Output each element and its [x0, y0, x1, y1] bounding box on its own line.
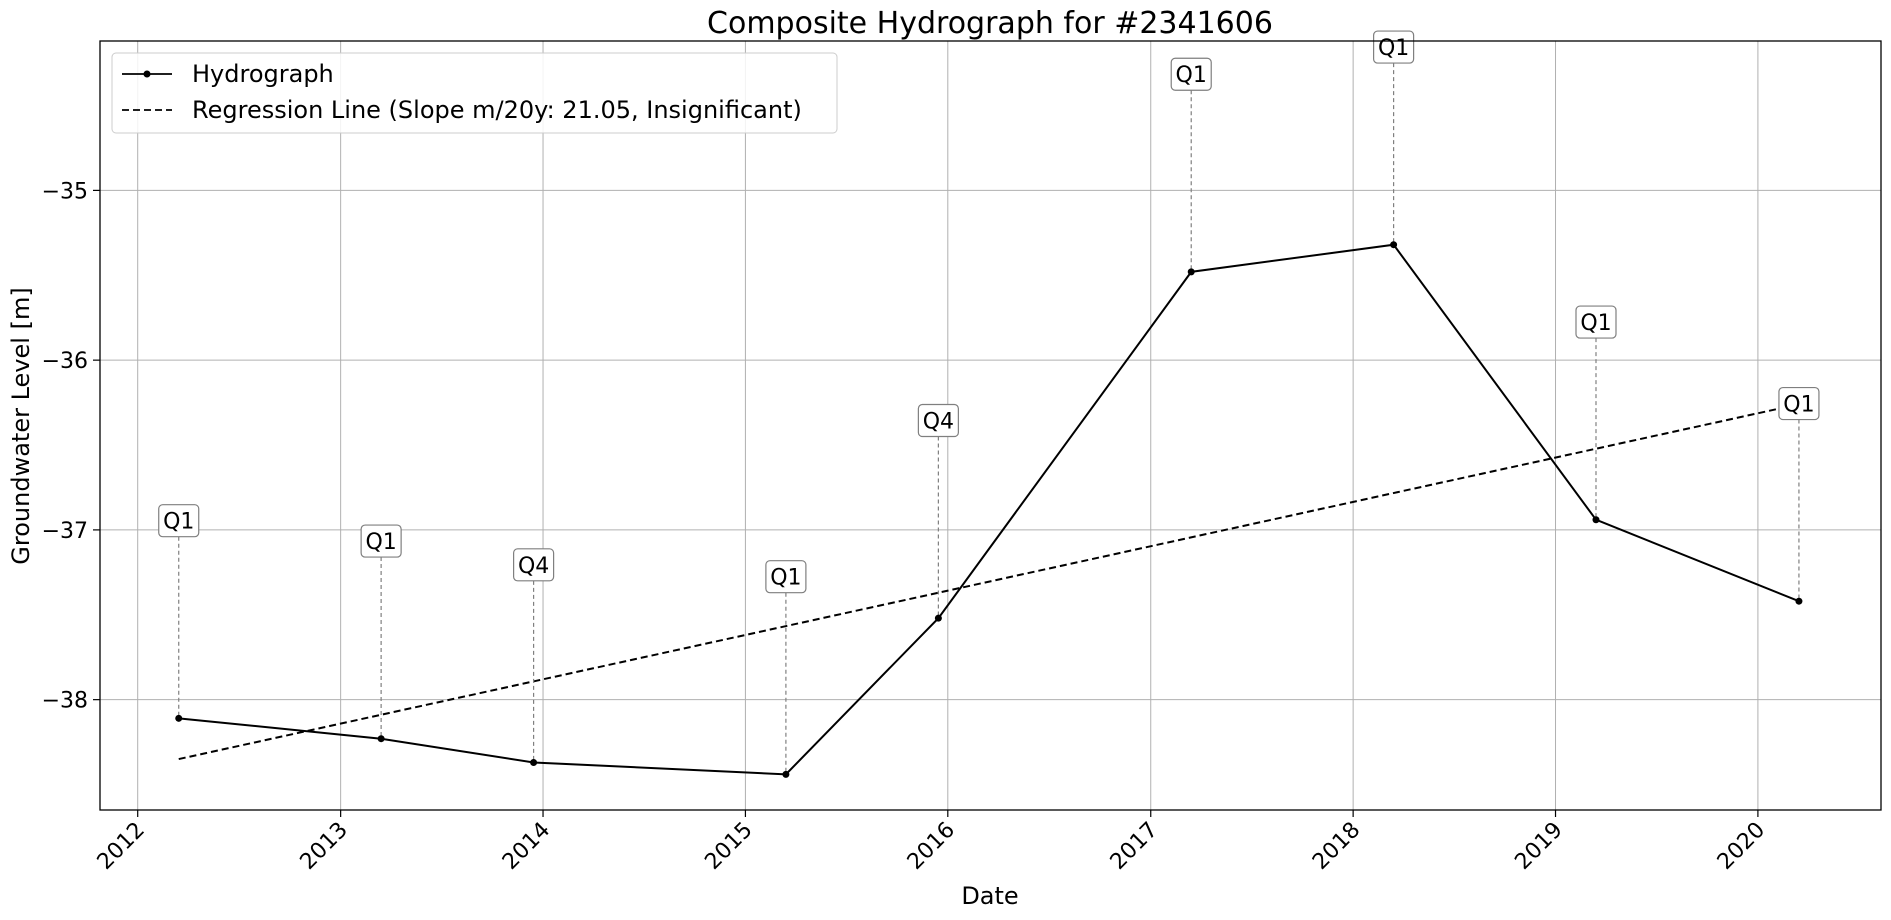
y-tick-label: −36 [42, 349, 88, 374]
regression-line [178, 403, 1800, 761]
annotation-label: Q1 [365, 530, 396, 555]
chart-title: Composite Hydrograph for #2341606 [707, 6, 1273, 41]
annotation-box [765, 560, 807, 594]
annotation-box [360, 524, 402, 558]
annotation-box [1373, 30, 1415, 64]
annotation-box [158, 504, 200, 538]
annotation-label: Q1 [1783, 393, 1814, 418]
quarter-annotations: Q1 Q1 Q4 Q1 Q4 Q1 Q1 Q1 Q1 [158, 30, 1820, 775]
legend-hydrograph-label: Hydrograph [192, 60, 334, 88]
hydrograph-point [1592, 516, 1600, 524]
annotation-box [1778, 386, 1820, 421]
annotation-box [513, 548, 555, 582]
hydrograph-point [1187, 268, 1195, 276]
annotation-label: Q1 [163, 510, 194, 535]
y-tick-label: −38 [42, 689, 88, 714]
x-tick-label: 2014 [498, 818, 555, 875]
x-tick-label: 2012 [93, 818, 150, 875]
hydrograph-point [1390, 241, 1398, 249]
hydrograph-point [782, 770, 790, 778]
legend-hydrograph-marker [143, 70, 151, 78]
legend-regression-label: Regression Line (Slope m/20y: 21.05, Ins… [192, 96, 802, 124]
plot-area-frame [99, 40, 1882, 811]
y-tick-label: −35 [42, 179, 88, 204]
x-axis-label: Date [961, 882, 1018, 910]
hydrograph-point [1795, 597, 1803, 605]
y-axis-label: Groundwater Level [m] [7, 287, 35, 564]
x-tick-label: 2015 [700, 818, 757, 875]
annotation-label: Q1 [1176, 63, 1207, 88]
hydrograph-point [175, 714, 183, 722]
annotation-label: Q1 [1580, 311, 1611, 336]
annotation-label: Q1 [770, 566, 801, 591]
regression-line-layer [178, 403, 1800, 761]
x-tick-label: 2018 [1308, 818, 1365, 875]
x-tick-label: 2019 [1510, 818, 1567, 875]
x-tick-label: 2017 [1106, 818, 1163, 875]
axis-ticks: 2012 2013 2014 2015 2016 2017 2018 2019 2020 −35 −… [42, 179, 1771, 874]
x-tick-label: 2020 [1713, 818, 1770, 875]
hydrograph-point [934, 614, 942, 622]
hydrograph-point [530, 758, 538, 766]
annotation-box [1575, 305, 1617, 339]
x-tick-label: 2013 [296, 818, 353, 875]
y-tick-label: −37 [42, 519, 88, 544]
annotation-box [917, 403, 959, 438]
hydrograph-line-layer [175, 241, 1803, 778]
legend-box [111, 52, 838, 134]
annotation-label: Q1 [1378, 36, 1409, 61]
hydrograph-point [377, 735, 385, 743]
annotation-label: Q4 [923, 410, 954, 435]
annotation-label: Q4 [518, 554, 549, 579]
grid-lines [100, 41, 1881, 810]
legend: Hydrograph Regression Line (Slope m/20y:… [111, 52, 838, 134]
x-tick-label: 2016 [903, 818, 960, 875]
annotation-box [1170, 57, 1212, 91]
